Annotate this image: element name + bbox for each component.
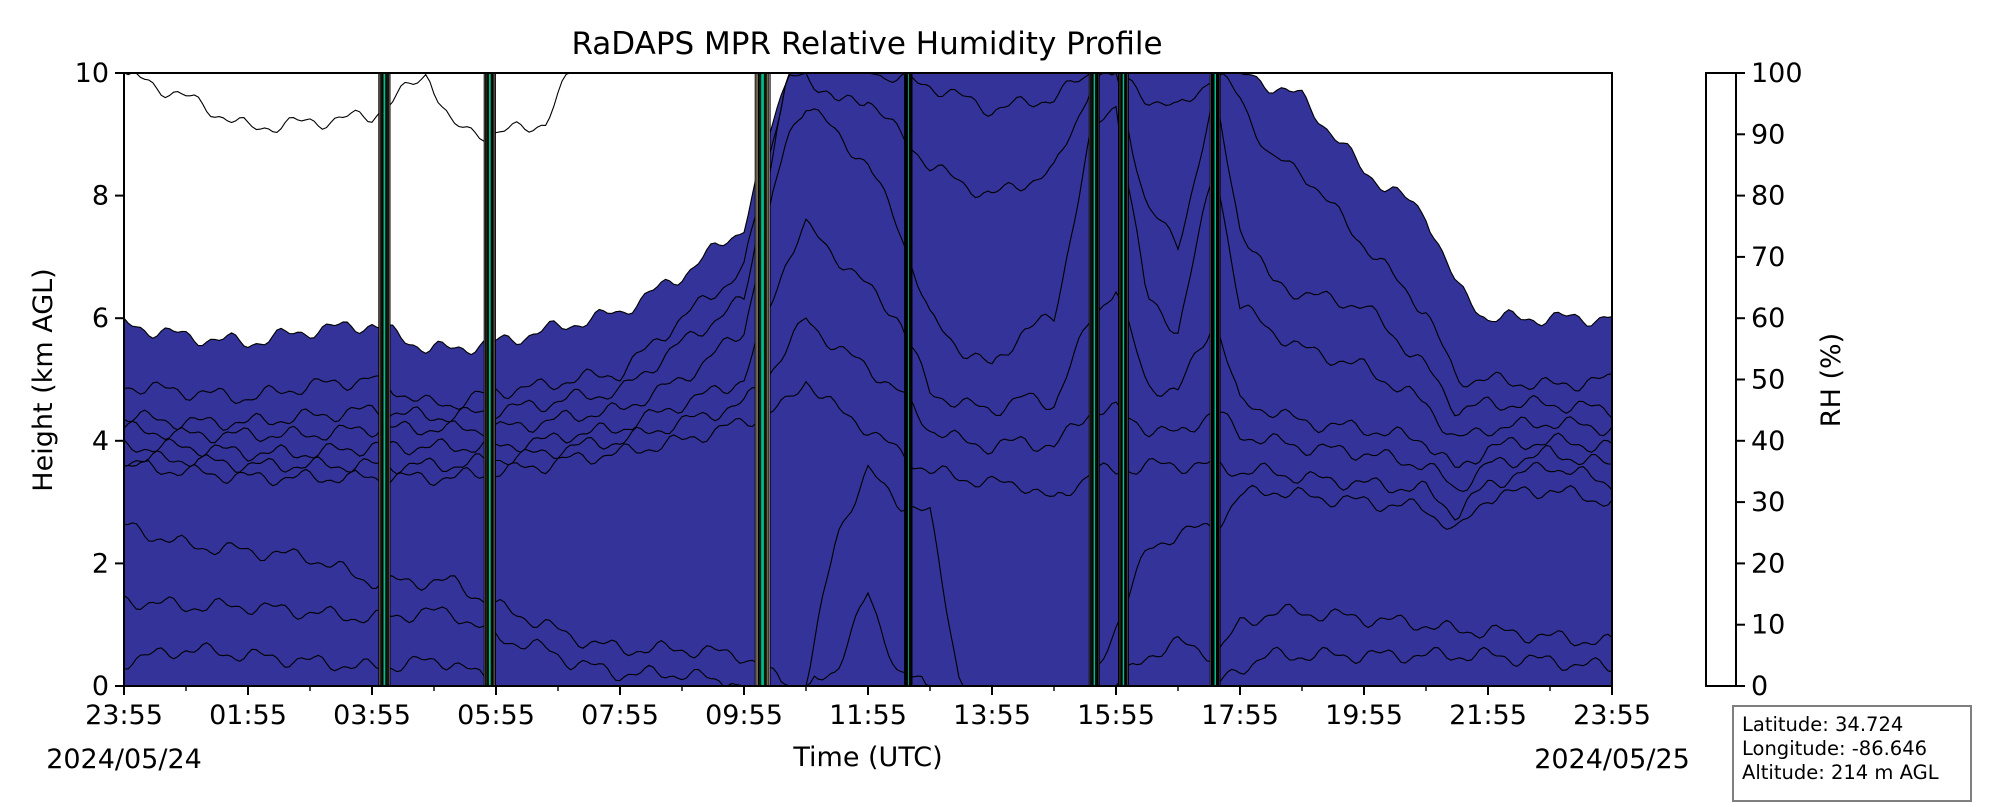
y-axis-label: Height (km AGL) bbox=[28, 268, 59, 491]
colorbar-tick-label: 40 bbox=[1751, 426, 1785, 457]
chart-title: RaDAPS MPR Relative Humidity Profile bbox=[571, 26, 1162, 62]
colorbar-tick-label: 0 bbox=[1751, 671, 1768, 702]
colorbar-tick-label: 50 bbox=[1751, 365, 1785, 396]
colorbar-tick-label: 70 bbox=[1751, 242, 1785, 273]
x-tick-label: 07:55 bbox=[581, 700, 659, 731]
x-tick-label: 17:55 bbox=[1201, 700, 1279, 731]
x-tick-label: 03:55 bbox=[333, 700, 411, 731]
saturation-spike bbox=[1092, 72, 1097, 687]
y-tick-label: 8 bbox=[92, 181, 109, 212]
x-tick-label: 21:55 bbox=[1449, 700, 1527, 731]
x-tick-label: 13:55 bbox=[953, 700, 1031, 731]
contour-line bbox=[123, 464, 1613, 687]
y-tick-label: 4 bbox=[92, 426, 109, 457]
colorbar-tick-label: 100 bbox=[1751, 58, 1803, 89]
contour-line bbox=[123, 317, 1613, 492]
start-date-label: 2024/05/24 bbox=[46, 744, 202, 775]
y-tick-label: 6 bbox=[92, 303, 109, 334]
y-tick-label: 10 bbox=[75, 58, 109, 89]
x-tick-label: 09:55 bbox=[705, 700, 783, 731]
x-tick-label: 05:55 bbox=[457, 700, 535, 731]
y-axis: 0 2 4 6 8 10 bbox=[75, 58, 124, 702]
longitude-text: Longitude: -86.646 bbox=[1742, 737, 1928, 760]
x-tick-label: 01:55 bbox=[209, 700, 287, 731]
rh-band-90-100 bbox=[124, 73, 1612, 686]
contour-fill-layer bbox=[124, 73, 1612, 687]
latitude-text: Latitude: 34.724 bbox=[1742, 713, 1904, 736]
colorbar-tick-label: 10 bbox=[1751, 610, 1785, 641]
x-tick-label: 19:55 bbox=[1325, 700, 1403, 731]
x-tick-label: 15:55 bbox=[1077, 700, 1155, 731]
x-tick-label: 23:55 bbox=[85, 700, 163, 731]
x-axis-label: Time (UTC) bbox=[792, 742, 942, 773]
contour-line bbox=[123, 72, 1613, 431]
altitude-text: Altitude: 214 m AGL bbox=[1742, 761, 1939, 784]
colorbar-frame bbox=[1705, 72, 1737, 687]
saturation-spike bbox=[487, 72, 492, 687]
contour-line bbox=[123, 591, 1613, 687]
x-axis: 23:55 01:55 03:55 05:55 07:55 09:55 11:55 13:55… bbox=[85, 686, 1651, 731]
end-date-label: 2024/05/25 bbox=[1534, 744, 1690, 775]
colorbar-tick-label: 20 bbox=[1751, 548, 1785, 579]
contour-line bbox=[123, 218, 1613, 468]
y-tick-label: 2 bbox=[92, 548, 109, 579]
saturation-spike bbox=[382, 72, 387, 687]
contour-line bbox=[123, 380, 1613, 521]
station-info-box: Latitude: 34.724 Longitude: -86.646 Alti… bbox=[1732, 705, 1972, 802]
colorbar-tick-label: 90 bbox=[1751, 119, 1785, 150]
colorbar-label: RH (%) bbox=[1816, 333, 1847, 427]
saturation-spike bbox=[1121, 72, 1126, 687]
x-tick-label: 11:55 bbox=[829, 700, 907, 731]
contour-line bbox=[123, 105, 1613, 444]
saturation-spike bbox=[760, 72, 765, 687]
x-tick-label: 23:55 bbox=[1573, 700, 1651, 731]
y-tick-label: 0 bbox=[92, 671, 109, 702]
colorbar-tick-label: 60 bbox=[1751, 303, 1785, 334]
saturation-spike bbox=[1213, 72, 1217, 687]
saturation-spike bbox=[906, 72, 910, 687]
colorbar-tick-label: 80 bbox=[1751, 181, 1785, 212]
colorbar: 0 10 20 30 40 50 60 70 80 90 100 bbox=[1705, 58, 1803, 702]
colorbar-tick-label: 30 bbox=[1751, 487, 1785, 518]
